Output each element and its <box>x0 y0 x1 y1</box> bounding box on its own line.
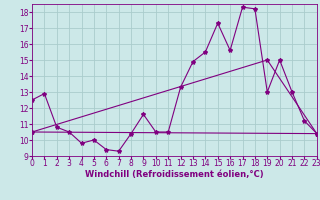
X-axis label: Windchill (Refroidissement éolien,°C): Windchill (Refroidissement éolien,°C) <box>85 170 264 179</box>
